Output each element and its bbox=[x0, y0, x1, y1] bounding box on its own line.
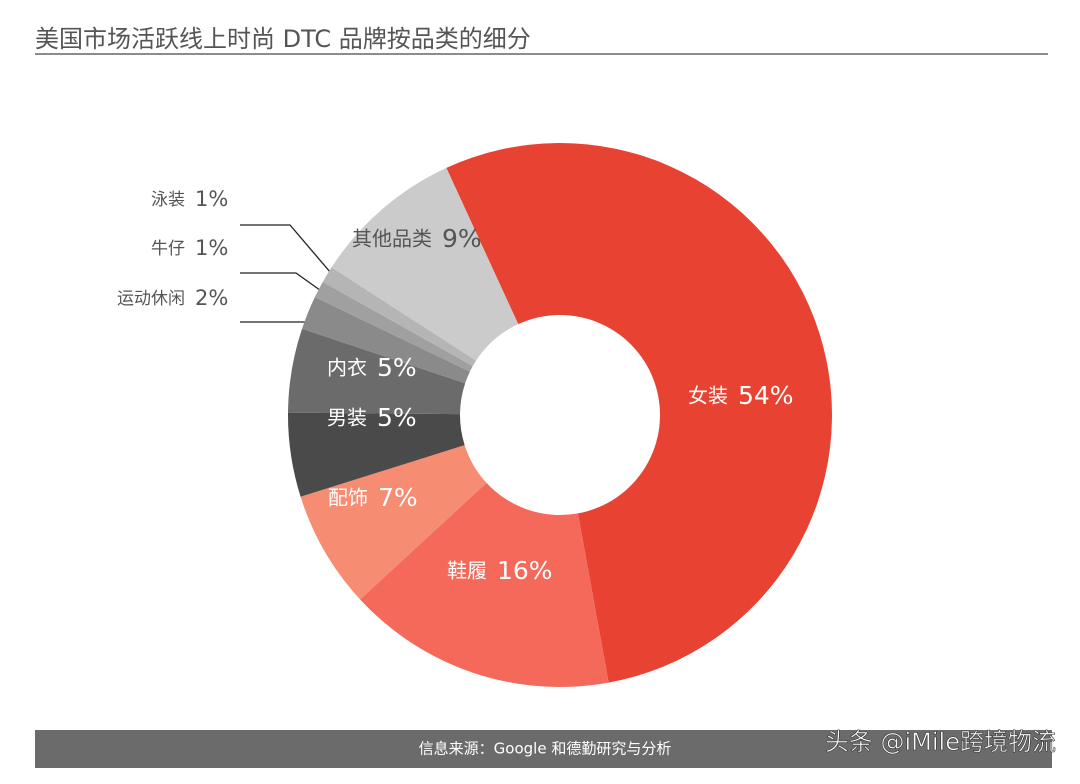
slice-value-label: 16% bbox=[497, 556, 553, 585]
slice-value-label: 2% bbox=[195, 286, 228, 310]
slice-category: 女装 bbox=[688, 384, 728, 408]
donut-slice bbox=[287, 412, 465, 497]
slice-value-label: 5% bbox=[377, 353, 417, 382]
slice-category: 运动休闲 bbox=[117, 289, 185, 309]
slice-category: 男装 bbox=[327, 406, 367, 430]
leader-line bbox=[240, 224, 343, 287]
slice-category: 内衣 bbox=[327, 356, 367, 380]
chart-title: 美国市场活跃线上时尚 DTC 品牌按品类的细分 bbox=[35, 25, 531, 53]
donut-slice bbox=[360, 482, 609, 687]
source: 信息来源：Google 和德勤研究与分析 bbox=[419, 740, 672, 758]
slice-value-label: 1% bbox=[195, 236, 228, 260]
slice-value-label: 9% bbox=[442, 224, 482, 253]
slice-category: 其他品类 bbox=[352, 227, 432, 251]
watermark: 头条 @iMile跨境物流 bbox=[825, 728, 1056, 756]
donut-slice bbox=[302, 297, 470, 384]
donut-slice bbox=[331, 167, 519, 361]
donut-slice bbox=[314, 281, 473, 372]
slice-value-label: 7% bbox=[378, 483, 418, 512]
footer-bar bbox=[35, 730, 1052, 768]
slice-category: 鞋履 bbox=[447, 559, 487, 583]
donut-slice bbox=[300, 445, 487, 600]
slice-value-label: 5% bbox=[377, 403, 417, 432]
slice-category: 泳装 bbox=[151, 190, 185, 210]
donut-slice bbox=[288, 328, 466, 415]
donut-slice bbox=[322, 267, 477, 367]
slice-category: 牛仔 bbox=[151, 239, 185, 259]
slice-value-label: 54% bbox=[738, 381, 794, 410]
slice-value-label: 1% bbox=[195, 187, 228, 211]
donut-slice bbox=[446, 143, 832, 683]
slice-category: 配饰 bbox=[328, 486, 368, 510]
